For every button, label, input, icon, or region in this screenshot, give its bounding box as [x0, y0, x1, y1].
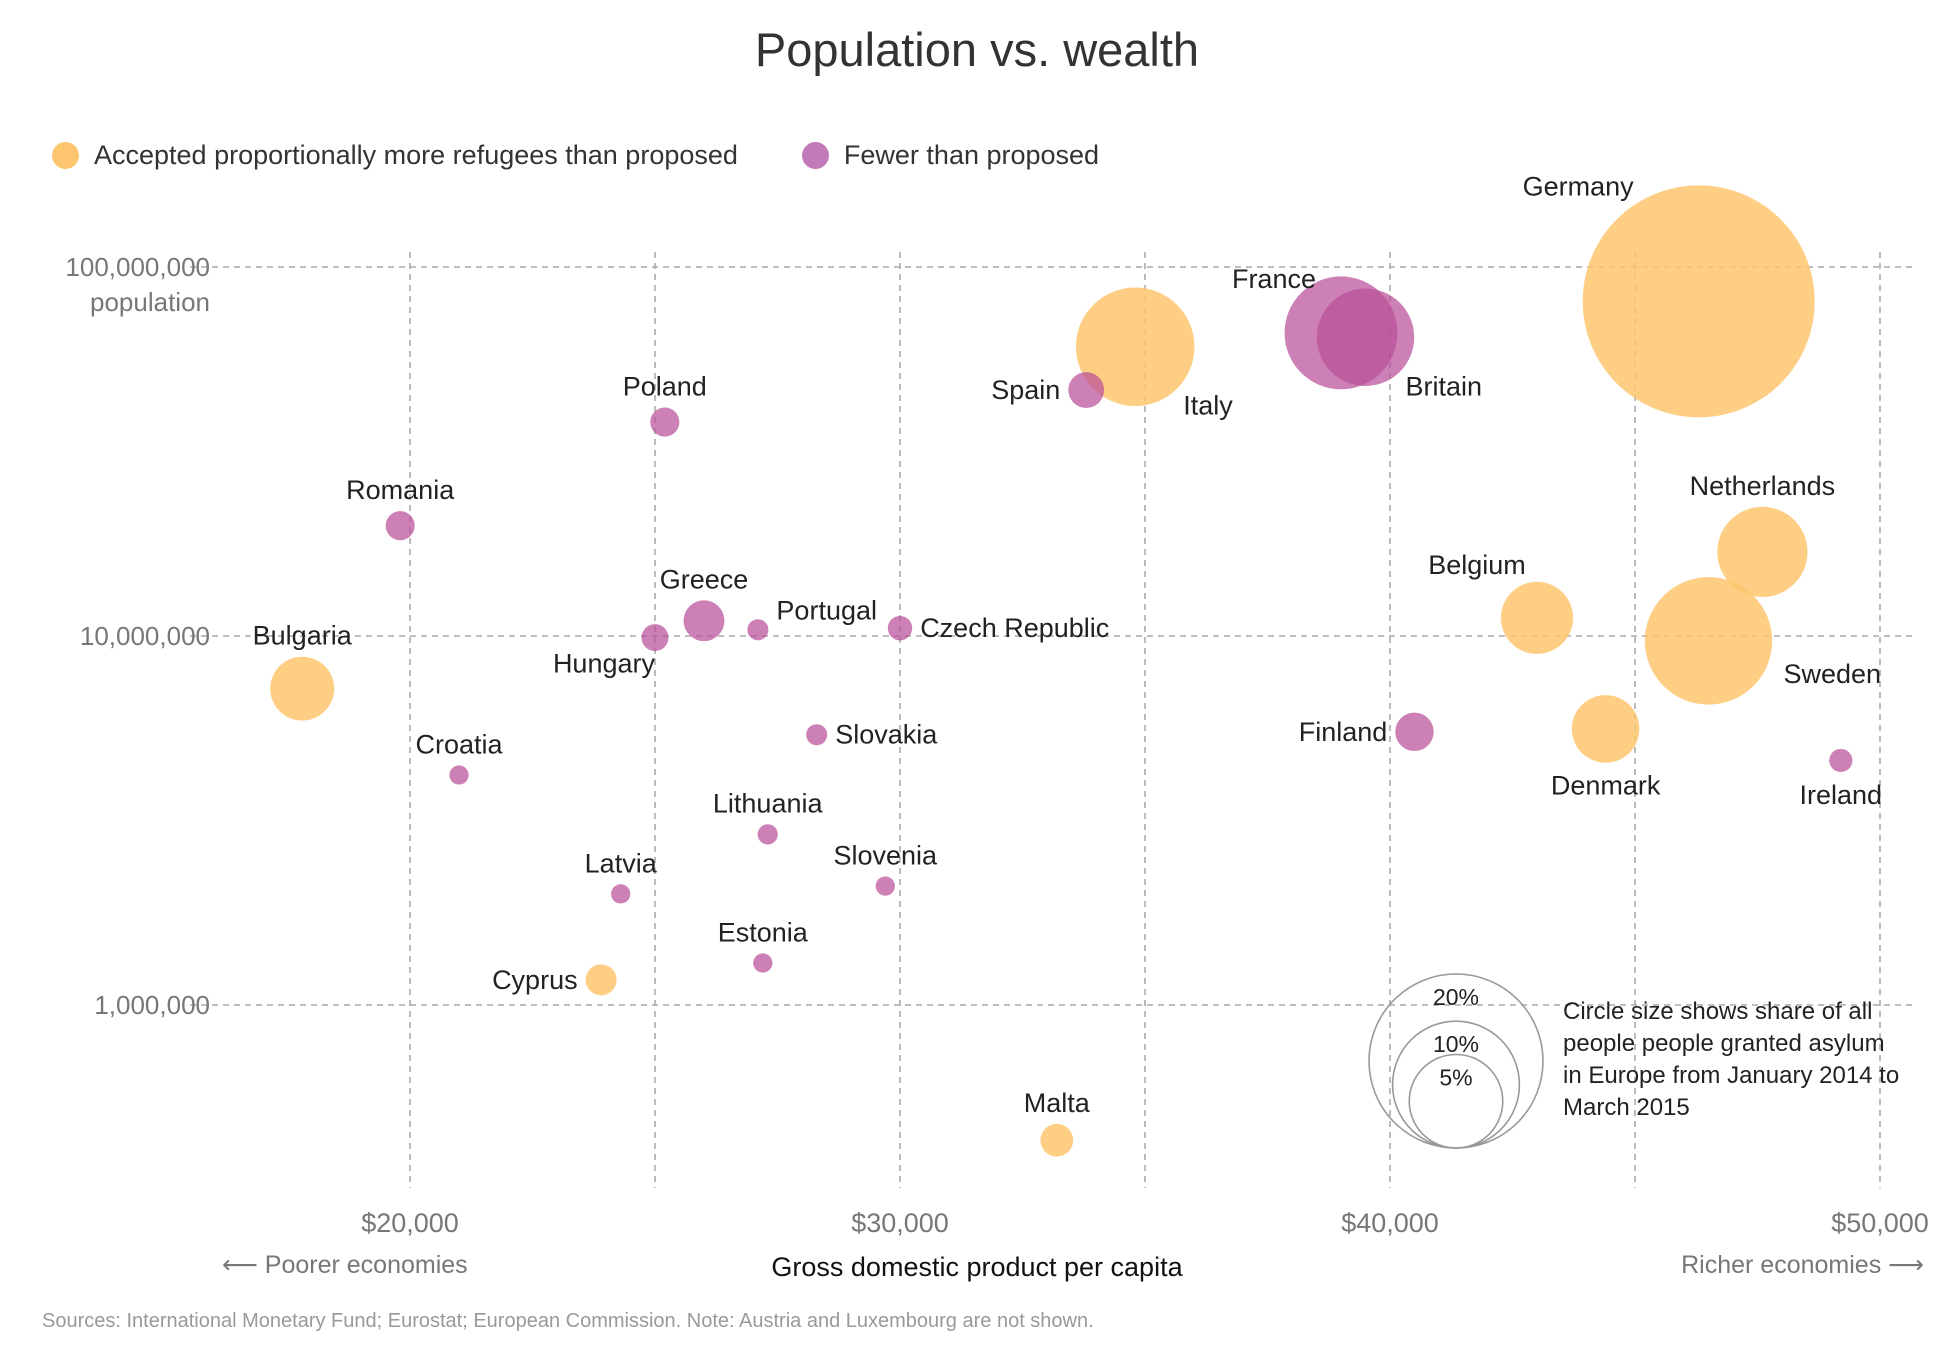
- point-label-cyprus: Cyprus: [492, 965, 578, 995]
- point-label-estonia: Estonia: [718, 917, 809, 947]
- bubble-estonia: [753, 953, 773, 973]
- point-label-finland: Finland: [1299, 717, 1388, 747]
- grid: [190, 252, 1915, 1188]
- richer-text: Richer economies: [1681, 1251, 1882, 1279]
- y-axis-label: population: [90, 287, 210, 317]
- point-label-malta: Malta: [1024, 1088, 1091, 1118]
- y-tick-label: 1,000,000: [94, 990, 210, 1020]
- point-label-belgium: Belgium: [1428, 550, 1526, 580]
- point-label-denmark: Denmark: [1551, 771, 1661, 801]
- bubble-hungary: [641, 624, 669, 652]
- bubble-slovakia: [806, 724, 828, 746]
- size-legend: 20% 10% 5%: [1368, 973, 1544, 1149]
- point-label-italy: Italy: [1183, 391, 1233, 421]
- left-arrow-icon: ⟵: [222, 1251, 258, 1279]
- bubble-denmark: [1571, 695, 1640, 763]
- size-legend-label: 10%: [1433, 1031, 1479, 1057]
- y-tick-label: 100,000,000: [65, 252, 210, 282]
- bubble-italy: [1075, 287, 1195, 407]
- bubble-finland: [1395, 712, 1434, 752]
- point-label-spain: Spain: [991, 375, 1060, 405]
- point-label-latvia: Latvia: [585, 848, 658, 878]
- size-legend-label: 20%: [1433, 984, 1479, 1010]
- size-legend-label: 5%: [1439, 1065, 1472, 1091]
- point-label-greece: Greece: [660, 564, 749, 594]
- point-label-slovakia: Slovakia: [835, 720, 938, 750]
- bubble-greece: [683, 600, 725, 642]
- legend-swatch-fewer: [801, 142, 829, 169]
- bubble-germany: [1582, 185, 1815, 418]
- bubble-latvia: [611, 884, 631, 904]
- legend-item-more: Accepted proportionally more refugees th…: [52, 140, 738, 171]
- point-label-croatia: Croatia: [415, 729, 503, 759]
- bubble-ireland: [1829, 748, 1853, 773]
- bubble-sweden: [1644, 577, 1773, 705]
- x-tick-label: $30,000: [851, 1208, 949, 1238]
- y-tick-label: 10,000,000: [80, 621, 210, 651]
- point-label-lithuania: Lithuania: [713, 788, 824, 818]
- point-label-netherlands: Netherlands: [1690, 471, 1836, 501]
- point-label-czech-republic: Czech Republic: [920, 613, 1109, 643]
- poorer-label: ⟵ Poorer economies: [222, 1250, 468, 1280]
- source-note: Sources: International Monetary Fund; Eu…: [42, 1310, 1094, 1332]
- legend-item-fewer: Fewer than proposed: [801, 140, 1100, 171]
- x-tick-label: $20,000: [361, 1208, 459, 1238]
- bubble-portugal: [747, 619, 769, 641]
- bubble-slovenia: [875, 876, 895, 896]
- bubble-malta: [1040, 1123, 1074, 1157]
- point-label-romania: Romania: [346, 475, 455, 505]
- legend-swatch-more: [52, 142, 79, 169]
- bubble-spain: [1068, 372, 1105, 408]
- bubble-cyprus: [585, 964, 617, 996]
- point-label-france: France: [1232, 264, 1316, 294]
- bubble-lithuania: [757, 824, 778, 845]
- size-legend-circle: [1408, 1053, 1504, 1149]
- point-label-poland: Poland: [623, 372, 707, 402]
- richer-label: Richer economies ⟶: [1681, 1250, 1924, 1280]
- legend-label-more: Accepted proportionally more refugees th…: [94, 140, 738, 170]
- bubble-netherlands: [1717, 506, 1808, 598]
- right-arrow-icon: ⟶: [1888, 1251, 1924, 1279]
- legend: Accepted proportionally more refugees th…: [52, 140, 1163, 171]
- chart-title: Population vs. wealth: [754, 23, 1200, 76]
- point-label-germany: Germany: [1523, 171, 1635, 201]
- size-note: Circle size shows share of all people pe…: [1563, 998, 1900, 1121]
- poorer-text: Poorer economies: [264, 1251, 468, 1279]
- x-tick-label: $50,000: [1831, 1208, 1929, 1238]
- bubble-czech-republic: [887, 615, 913, 641]
- bubble-romania: [385, 511, 415, 541]
- bubble-bulgaria: [270, 656, 335, 721]
- point-labels: Germany France Britain Italy Spain Poland Roma…: [253, 171, 1882, 1118]
- point-label-bulgaria: Bulgaria: [253, 621, 353, 651]
- point-label-slovenia: Slovenia: [834, 840, 939, 870]
- bubble-poland: [650, 407, 680, 437]
- bubble-belgium: [1500, 581, 1574, 654]
- point-label-britain: Britain: [1406, 371, 1483, 401]
- bubble-croatia: [449, 765, 469, 785]
- x-tick-label: $40,000: [1341, 1208, 1439, 1238]
- point-label-hungary: Hungary: [553, 649, 656, 679]
- point-label-portugal: Portugal: [776, 596, 877, 626]
- legend-label-fewer: Fewer than proposed: [843, 140, 1100, 170]
- point-label-sweden: Sweden: [1784, 659, 1882, 689]
- axes: 1,000,000 10,000,000 100,000,000 population…: [65, 252, 1928, 1238]
- point-label-ireland: Ireland: [1800, 780, 1883, 810]
- bubbles: [270, 185, 1853, 1157]
- bubble-britain: [1316, 288, 1415, 386]
- x-axis-label: Gross domestic product per capita: [771, 1252, 1183, 1282]
